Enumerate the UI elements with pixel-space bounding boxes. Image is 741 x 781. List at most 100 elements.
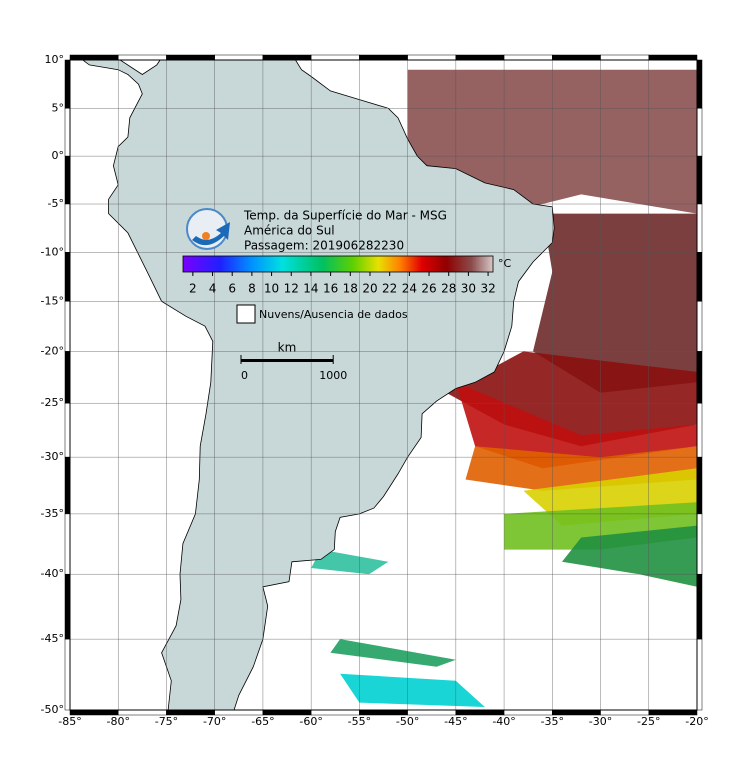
colorbar-tick-label: 20 (362, 282, 377, 296)
scale-unit: km (278, 341, 297, 355)
frame-bar (310, 709, 360, 716)
frame-bar (64, 155, 71, 205)
frame-bar (64, 59, 71, 109)
frame-bar (696, 252, 703, 302)
lat-tick-label: -10° (41, 245, 64, 258)
scale-bar (241, 359, 334, 362)
lat-tick-label: -30° (41, 450, 64, 463)
lat-tick-label: -45° (41, 632, 64, 645)
frame (69, 59, 698, 711)
frame-bar (64, 573, 71, 640)
frame-bar (696, 108, 703, 157)
legend-label: Nuvens/Ausencia de dados (259, 308, 408, 321)
colorbar (182, 255, 494, 273)
lat-tick-label: 5° (52, 101, 65, 114)
title: Temp. da Superfície do Mar - MSG (243, 209, 447, 223)
lon-tick-label: -35° (541, 715, 564, 728)
colorbar-tick-label: 32 (480, 282, 495, 296)
frame-bar (696, 203, 703, 253)
lon-tick-label: -75° (155, 715, 178, 728)
sst-area (562, 525, 697, 587)
frame-bar (696, 573, 703, 640)
colorbar-tick-label: 2 (189, 282, 197, 296)
frame-bar (696, 638, 703, 711)
frame-bar (503, 709, 553, 716)
frame-bar (407, 709, 457, 716)
frame-bar (166, 54, 215, 61)
sst-area (330, 639, 456, 667)
lon-tick-label: -25° (637, 715, 660, 728)
frame-bar (600, 709, 650, 716)
sst-area (455, 382, 697, 469)
lon-tick-label: -65° (251, 715, 274, 728)
frame-bar (455, 54, 505, 61)
colorbar-tick-label: 28 (441, 282, 456, 296)
subtitle: América do Sul (244, 224, 335, 238)
frame-bar (64, 638, 71, 711)
frame-bar (503, 54, 553, 61)
colorbar-tick-label: 4 (209, 282, 217, 296)
pass-time: Passagem: 201906282230 (244, 239, 404, 253)
colorbar-tick-label: 30 (461, 282, 476, 296)
frame-bar (696, 59, 703, 109)
frame-bar (262, 709, 312, 716)
frame-bar (696, 351, 703, 404)
colorbar-tick-label: 10 (264, 282, 279, 296)
colorbar-tick-label: 6 (228, 282, 236, 296)
frame-bar (359, 709, 408, 716)
colorbar-tick-label: 26 (421, 282, 436, 296)
sst-area (311, 549, 389, 575)
frame-bar (69, 709, 119, 716)
lat-tick-label: -5° (48, 197, 64, 210)
colorbar-tick-label: 14 (303, 282, 318, 296)
frame-bar (117, 54, 167, 61)
lon-tick-label: -80° (106, 715, 129, 728)
frame-bar (64, 456, 71, 515)
frame-bar (696, 155, 703, 205)
frame-bar (696, 456, 703, 515)
lon-tick-label: -20° (685, 715, 708, 728)
frame-bar (214, 54, 264, 61)
lon-tick-label: -40° (492, 715, 515, 728)
colorbar-tick-label: 8 (248, 282, 256, 296)
frame-bar (696, 301, 703, 352)
frame-bar (552, 709, 601, 716)
lat-tick-label: 0° (52, 149, 65, 162)
frame-bar (64, 252, 71, 302)
map-area (70, 60, 697, 710)
lat-tick-label: -50° (41, 703, 64, 716)
frame-bar (407, 54, 457, 61)
logo-arrow (192, 222, 230, 246)
scale-tick-label: 1000 (319, 369, 347, 382)
frame-bar (64, 513, 71, 575)
frame-bar (455, 709, 505, 716)
frame-bar (214, 709, 264, 716)
lat-tick-label: -15° (41, 294, 64, 307)
frame-bar (64, 301, 71, 352)
lon-tick-label: -55° (348, 715, 371, 728)
frame-bar (64, 203, 71, 253)
frame-bar (648, 709, 698, 716)
sst-area (340, 673, 485, 707)
frame-bar (64, 402, 71, 458)
frame-bar (262, 54, 312, 61)
lat-tick-label: -35° (41, 507, 64, 520)
colorbar-tick-label: 16 (323, 282, 338, 296)
lon-tick-label: -30° (589, 715, 612, 728)
lon-tick-label: -70° (203, 715, 226, 728)
frame-bar (359, 54, 408, 61)
frame-bar (69, 54, 119, 61)
colorbar-unit: °C (498, 257, 512, 270)
logo-dot (202, 232, 210, 240)
frame-bar (696, 513, 703, 575)
frame-bar (600, 54, 650, 61)
frame-bar (117, 709, 167, 716)
colorbar-tick-label: 18 (343, 282, 358, 296)
lon-tick-label: -85° (58, 715, 81, 728)
frame-bar (552, 54, 601, 61)
colorbar-tick-label: 24 (402, 282, 417, 296)
frame-bar (310, 54, 360, 61)
frame-bar (648, 54, 698, 61)
